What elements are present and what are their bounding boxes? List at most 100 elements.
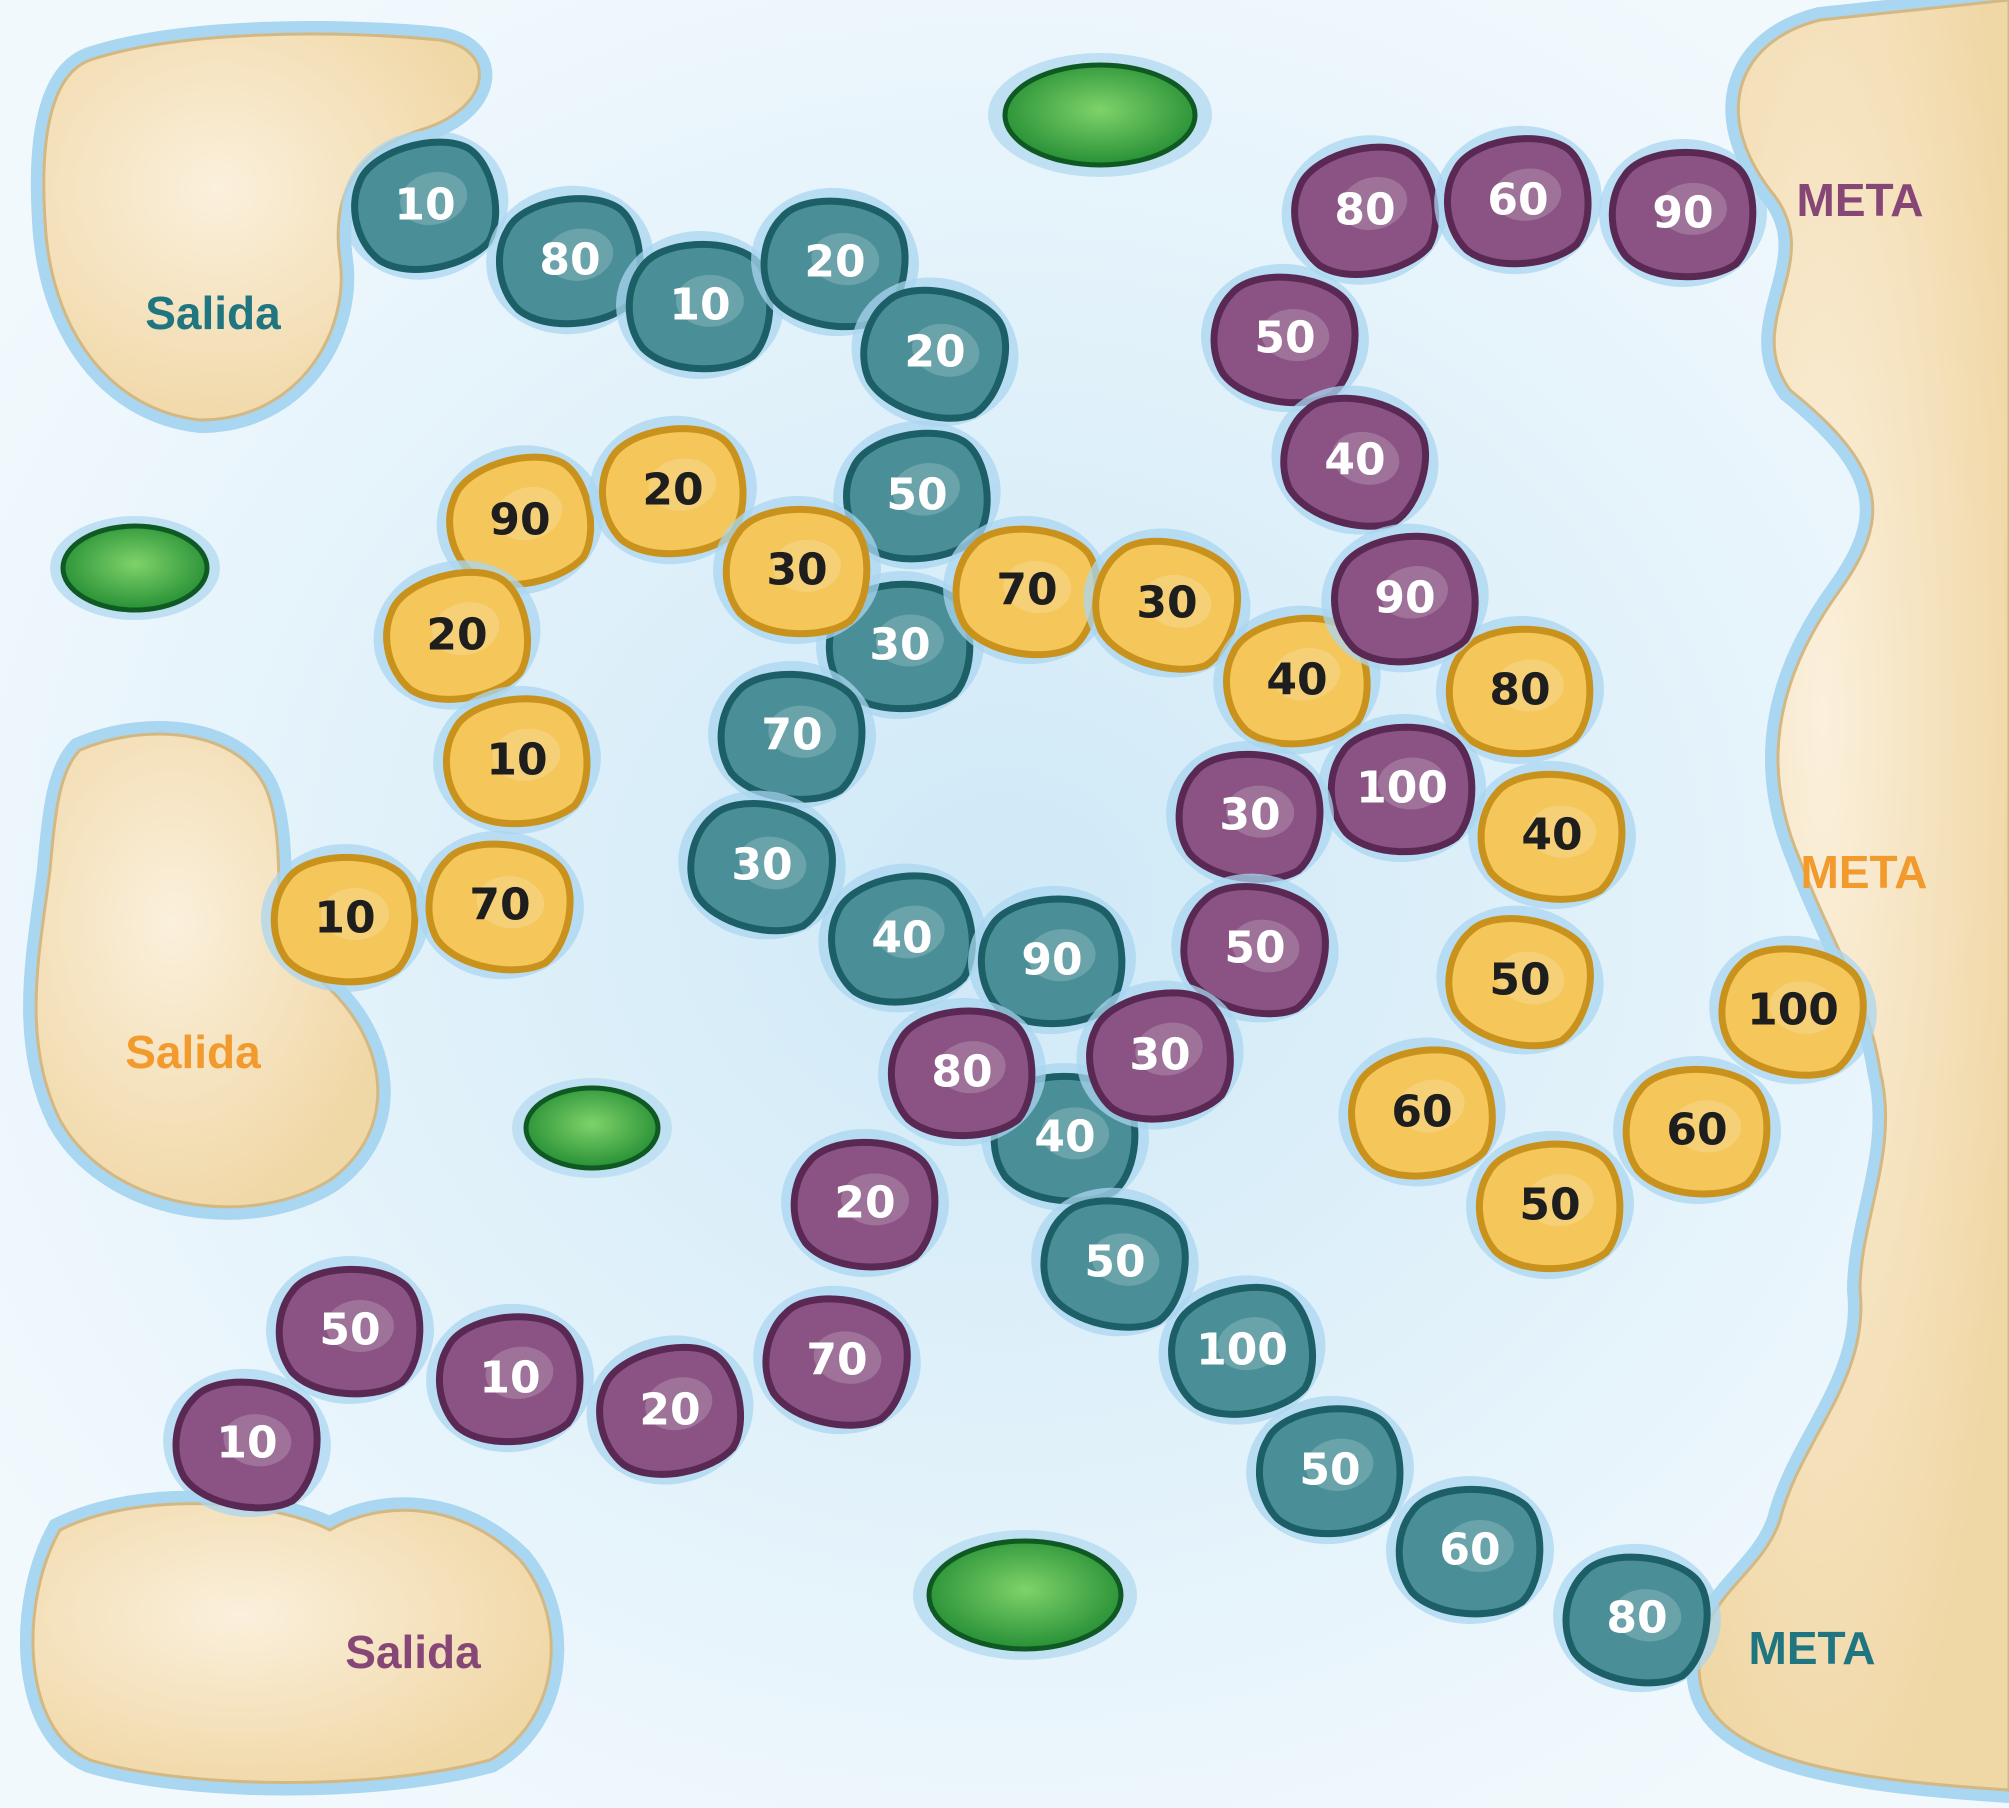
lily-pad-icon [512, 1078, 672, 1178]
stone-gold: 60 [1613, 1055, 1781, 1205]
stone-value: 50 [886, 470, 947, 521]
stone-purple: 10 [426, 1303, 594, 1453]
stone-value: 10 [486, 735, 547, 786]
stone-value: 60 [1439, 1525, 1500, 1576]
stone-value: 10 [394, 180, 455, 231]
stone-value: 30 [869, 620, 930, 671]
stone-purple: 80 [1281, 135, 1449, 285]
label-layer: Salida Salida Salida META META META [125, 174, 1927, 1678]
stone-value: 70 [469, 880, 530, 931]
stone-value: 30 [1219, 790, 1280, 841]
stone-value: 70 [761, 710, 822, 761]
stone-purple: 30 [1166, 740, 1334, 890]
stone-teal: 10 [341, 130, 509, 280]
stone-gold: 20 [589, 415, 757, 565]
stone-purple: 100 [1318, 713, 1486, 863]
stone-value: 80 [1489, 665, 1550, 716]
stone-purple: 30 [1076, 980, 1244, 1130]
stone-purple: 40 [1271, 385, 1439, 535]
stone-value: 40 [1034, 1112, 1095, 1163]
teal-goal-label: META [1749, 1622, 1876, 1674]
stone-value: 20 [804, 237, 865, 288]
purple-goal-label: META [1797, 174, 1924, 226]
stone-value: 20 [639, 1385, 700, 1436]
stone-value: 50 [1254, 313, 1315, 364]
stone-gold: 20 [373, 560, 541, 710]
stone-teal: 50 [1031, 1187, 1199, 1337]
stone-value: 90 [489, 495, 550, 546]
stone-value: 50 [1489, 955, 1550, 1006]
stepping-stones: 10 80 10 20 20 50 30 70 30 40 90 40 50 100 50 60 80 90 20 3… [163, 125, 1877, 1693]
stone-value: 90 [1652, 188, 1713, 239]
stone-value: 10 [314, 893, 375, 944]
stone-value: 50 [1084, 1237, 1145, 1288]
stone-value: 50 [1299, 1445, 1360, 1496]
gold-start-label: Salida [125, 1026, 261, 1078]
lily-pad-icon [50, 516, 220, 620]
stone-value: 10 [216, 1418, 277, 1469]
stone-gold: 40 [1468, 760, 1636, 910]
stone-value: 100 [1356, 763, 1448, 814]
stone-purple: 20 [781, 1128, 949, 1278]
stone-value: 50 [1224, 923, 1285, 974]
stone-value: 60 [1487, 175, 1548, 226]
stone-teal: 90 [968, 885, 1136, 1035]
stone-gold: 80 [1436, 615, 1604, 765]
lily-pad-icon [913, 1530, 1137, 1660]
stone-teal: 10 [616, 230, 784, 380]
stone-value: 60 [1666, 1105, 1727, 1156]
stone-value: 80 [539, 235, 600, 286]
stone-teal: 40 [818, 863, 986, 1013]
stone-value: 70 [806, 1335, 867, 1386]
stone-value: 70 [996, 565, 1057, 616]
gold-goal-label: META [1801, 846, 1928, 898]
stone-value: 50 [1519, 1180, 1580, 1231]
stone-value: 40 [1521, 810, 1582, 861]
stone-gold: 70 [416, 830, 584, 980]
stone-teal: 70 [708, 660, 876, 810]
stone-gold: 70 [943, 515, 1111, 665]
land-layer [20, 0, 2009, 1804]
stone-value: 90 [1374, 573, 1435, 624]
stone-purple: 10 [163, 1368, 331, 1518]
stone-purple: 50 [266, 1256, 434, 1404]
stone-gold: 50 [1466, 1130, 1634, 1280]
stone-value: 90 [1021, 935, 1082, 986]
stone-value: 60 [1391, 1087, 1452, 1138]
stone-teal: 80 [1553, 1543, 1721, 1693]
stone-gold: 50 [1436, 905, 1604, 1055]
stone-teal: 100 [1158, 1275, 1326, 1425]
stone-value: 30 [1129, 1030, 1190, 1081]
stone-gold: 100 [1709, 935, 1877, 1085]
stone-value: 80 [1606, 1593, 1667, 1644]
stone-value: 50 [319, 1305, 380, 1356]
stone-gold: 10 [261, 844, 429, 992]
stone-purple: 70 [753, 1285, 921, 1435]
stone-value: 100 [1196, 1325, 1288, 1376]
stone-gold: 30 [1083, 528, 1251, 678]
stone-value: 30 [731, 840, 792, 891]
stone-value: 30 [766, 545, 827, 596]
stone-purple: 50 [1171, 873, 1339, 1023]
stone-teal: 50 [1246, 1395, 1414, 1545]
stone-teal: 80 [486, 185, 654, 335]
stone-value: 40 [1266, 655, 1327, 706]
stone-value: 20 [426, 610, 487, 661]
stone-purple: 50 [1201, 263, 1369, 413]
stone-value: 20 [642, 465, 703, 516]
stone-teal: 30 [678, 790, 846, 940]
stone-purple: 60 [1434, 125, 1602, 275]
stone-value: 100 [1747, 985, 1839, 1036]
stone-value: 10 [669, 280, 730, 331]
stone-value: 40 [871, 913, 932, 964]
lily-pad-icon [988, 53, 1212, 177]
stone-purple: 90 [1321, 523, 1489, 673]
stone-value: 10 [479, 1353, 540, 1404]
stone-teal: 20 [851, 277, 1019, 427]
teal-start-label: Salida [145, 287, 281, 339]
stone-gold: 10 [433, 685, 601, 835]
stone-value: 80 [931, 1047, 992, 1098]
stone-gold: 60 [1338, 1037, 1506, 1187]
stone-value: 80 [1334, 185, 1395, 236]
